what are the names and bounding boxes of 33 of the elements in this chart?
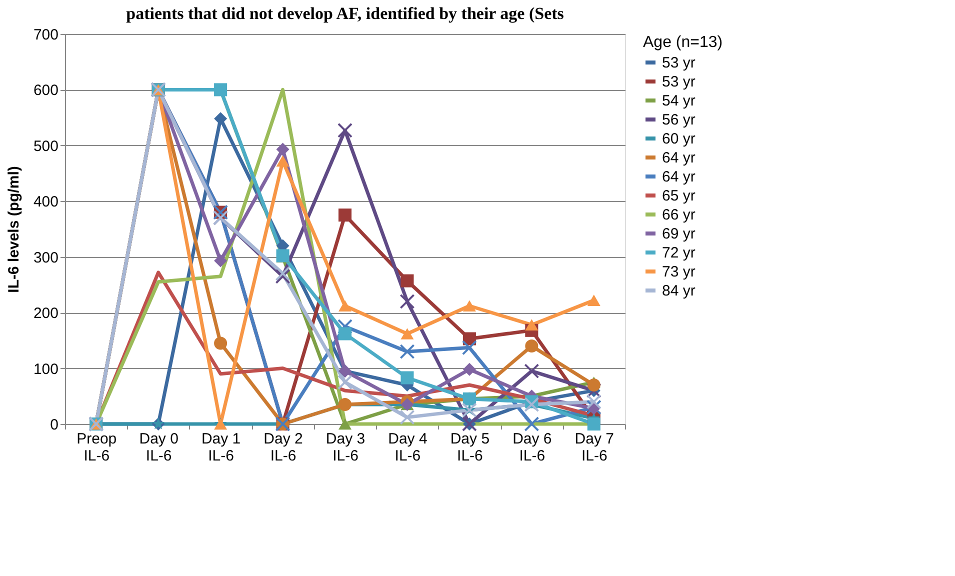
legend-label: 64 yr <box>662 150 696 166</box>
x-tick-label: Day 5 IL-6 <box>450 430 490 464</box>
x-tick-label: Day 4 IL-6 <box>388 430 428 464</box>
legend-label: 64 yr <box>662 168 696 186</box>
y-tick-label: 300 <box>33 249 58 266</box>
legend-title: Age (n=13) <box>643 34 723 51</box>
x-tick-label: Day 6 IL-6 <box>512 430 552 464</box>
y-tick-label: 700 <box>33 26 58 44</box>
legend-label: 54 yr <box>662 92 696 110</box>
x-tick-label: Day 2 IL-6 <box>264 430 303 464</box>
y-tick-label: 200 <box>33 305 58 322</box>
legend-label: 56 yr <box>662 112 696 128</box>
y-tick-label: 100 <box>33 360 58 378</box>
legend-label: 65 yr <box>662 188 696 204</box>
legend-label: 73 yr <box>662 264 696 280</box>
legend-label: 84 yr <box>662 282 696 300</box>
legend-label: 69 yr <box>662 226 696 242</box>
y-axis-title: IL-6 levels (pg/ml) <box>5 166 22 293</box>
x-tick-label: Day 7 IL-6 <box>574 430 614 464</box>
legend-label: 72 yr <box>662 244 696 262</box>
x-tick-label: Preop IL-6 <box>76 430 117 464</box>
y-tick-label: 500 <box>33 138 58 155</box>
y-tick-label: 0 <box>50 416 58 434</box>
x-tick-label: Day 1 IL-6 <box>201 430 241 464</box>
y-tick-label: 600 <box>33 82 58 100</box>
legend-label: 53 yr <box>662 74 696 90</box>
legend-label: 66 yr <box>662 206 696 224</box>
y-tick-label: 400 <box>33 194 58 211</box>
x-tick-label: Day 0 IL-6 <box>139 430 178 464</box>
legend-label: 53 yr <box>662 54 696 72</box>
chart-title: patients that did not develop AF, identified by their age (Sets <box>126 4 564 23</box>
x-tick-label: Day 3 IL-6 <box>326 430 366 464</box>
legend-label: 60 yr <box>662 130 696 148</box>
